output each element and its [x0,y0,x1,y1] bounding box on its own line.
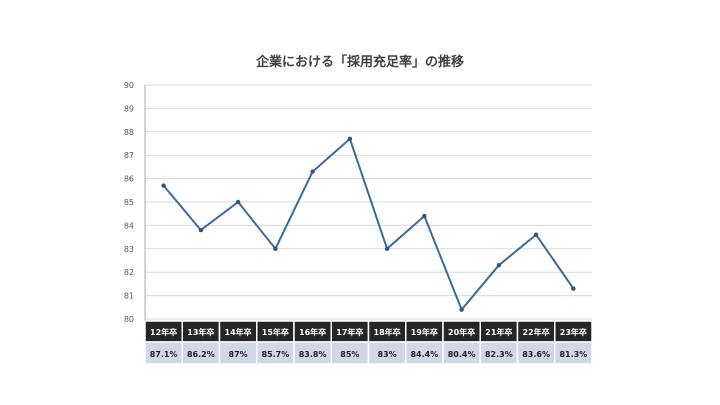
table-header-cell [368,321,406,342]
y-tick-label-88: 88 [124,128,134,137]
table-value-cell [368,342,406,364]
category-label-19年卒: 19年卒 [411,327,438,337]
data-point-22年卒 [533,232,539,237]
table-header-cell [443,321,481,342]
data-point-19年卒 [422,213,427,219]
data-table: 12年卒 87.1% 13年卒 86.2% 14年卒 87% 15年卒 85.7% 16年卒 83… [144,320,593,365]
y-tick-label-84: 84 [124,221,134,230]
series-layer [161,136,576,312]
table-header-cell [517,321,555,342]
table-header-cell [219,321,257,342]
table-value-cell [182,342,220,364]
table-value-cell [219,342,257,364]
y-tick-label-89: 89 [124,104,134,113]
table-header-cell [182,321,220,342]
category-label-14年卒: 14年卒 [225,327,252,337]
table-value-16年卒: 83.8% [299,350,327,359]
table-value-22年卒: 83.6% [522,350,550,359]
category-label-18年卒: 18年卒 [374,327,401,337]
table-value-14年卒: 87% [229,350,248,359]
category-label-12年卒: 12年卒 [150,327,177,337]
table-header-cell [331,321,369,342]
data-point-20年卒 [459,307,464,312]
chart-title: 企業における「採用充足率」の推移 [255,54,464,70]
table-value-17年卒: 85% [340,350,359,359]
y-tick-label-86: 86 [124,175,134,184]
table-value-15年卒: 85.7% [261,350,289,359]
table-header-cell [480,321,518,342]
table-header-cell [554,321,592,342]
y-tick-label-85: 85 [124,198,134,207]
data-point-12年卒 [161,183,166,188]
table-value-cell [480,342,518,364]
y-tick-label-81: 81 [124,292,134,301]
table-header-cell [145,321,183,342]
table-value-21年卒: 82.3% [485,350,513,359]
table-value-19年卒: 84.4% [410,350,438,359]
table-header-cell [405,321,443,342]
table-value-cell [145,342,183,364]
data-point-23年卒 [571,286,576,291]
table-value-20年卒: 80.4% [448,350,476,359]
table-value-cell [443,342,481,364]
table-value-23年卒: 81.3% [559,350,587,359]
table-header-cell [256,321,294,342]
table-value-13年卒: 86.2% [187,350,215,359]
y-axis-ticks: 80 81 82 83 84 85 86 87 88 89 90 [124,81,134,324]
table-value-cell [294,342,332,364]
data-point-18年卒 [384,246,390,251]
table-value-cell [331,342,369,364]
table-header-cell [294,321,332,342]
category-label-21年卒: 21年卒 [485,327,512,337]
y-tick-label-80: 80 [124,315,134,324]
table-value-12年卒: 87.1% [150,350,178,359]
y-tick-label-87: 87 [124,151,134,160]
data-point-13年卒 [198,227,204,233]
y-tick-label-82: 82 [124,268,134,277]
table-value-border [554,341,593,365]
data-point-15年卒 [273,246,278,251]
table-value-18年卒: 83% [378,350,397,359]
y-tick-label-90: 90 [124,81,134,90]
category-label-17年卒: 17年卒 [336,327,363,337]
category-label-15年卒: 15年卒 [262,327,289,337]
table-value-cell [256,342,294,364]
data-point-16年卒 [310,169,315,174]
data-point-21年卒 [496,262,502,268]
y-tick-label-83: 83 [124,245,134,254]
data-point-17年卒 [347,136,353,142]
category-label-20年卒: 20年卒 [448,327,475,337]
category-label-23年卒: 23年卒 [560,327,587,337]
category-label-13年卒: 13年卒 [187,327,214,337]
category-label-22年卒: 22年卒 [523,327,550,337]
table-value-cell [405,342,443,364]
table-value-cell [554,342,592,364]
category-label-16年卒: 16年卒 [299,327,326,337]
grid-layer [144,84,592,365]
data-point-14年卒 [235,199,241,205]
series-line [162,137,575,311]
table-value-cell [517,342,555,364]
